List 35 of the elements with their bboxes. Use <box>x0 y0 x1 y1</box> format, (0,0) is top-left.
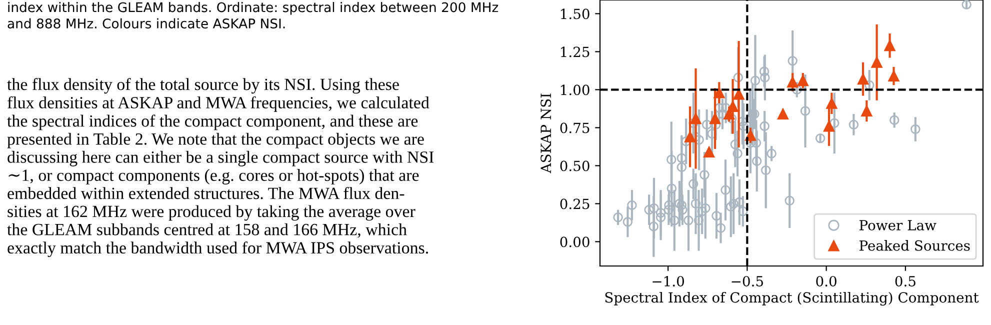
x-tick-label: −0.5 <box>732 276 763 286</box>
point <box>744 130 756 141</box>
y-tick-label: 0.75 <box>560 122 590 134</box>
point <box>727 100 738 112</box>
point <box>823 120 835 132</box>
point <box>703 146 715 158</box>
point <box>733 88 744 100</box>
point <box>888 70 900 82</box>
x-tick-label: 0.5 <box>895 276 916 286</box>
point <box>857 73 869 85</box>
legend-label: Peaked Sources <box>860 240 970 251</box>
point <box>777 108 789 120</box>
point <box>884 40 896 52</box>
x-tick-label: 0.0 <box>816 276 836 286</box>
legend-label: Power Law <box>860 220 936 230</box>
text: index within the GLEAM bands. Ordinate: spectral index between 200 MHz and 888 MHz. Colours indicate ASKAP NSI. <box>8 2 498 28</box>
point <box>710 113 721 124</box>
y-tick-label: 1.00 <box>561 84 590 96</box>
x-tick-label: −1.0 <box>652 276 684 286</box>
point <box>861 105 872 117</box>
point <box>787 76 798 88</box>
point <box>690 113 702 124</box>
y-tick-label: 1.50 <box>561 8 590 20</box>
y-tick-label: 0.25 <box>560 198 590 210</box>
point <box>826 98 838 109</box>
point <box>714 87 725 98</box>
y-axis-title: ASKAP NSI <box>540 94 552 174</box>
x-axis-title: Spectral Index of Compact (Scintillating) Component <box>605 292 979 306</box>
point <box>684 131 696 142</box>
y-tick-label: 0.50 <box>560 160 590 172</box>
y-tick-label: 0.00 <box>560 236 590 248</box>
point <box>871 56 882 68</box>
point <box>797 75 808 86</box>
y-tick-label: 1.25 <box>561 46 590 58</box>
text: the flux density of the total source by its NSI. Using these flux densities at ASKAP and MWA frequencies, we calculated the spectral indices of the compact component, and these are presented in Table 2. We note that the compact objects we are discussing here can either be a single compact source with NSI ∼1, or compact components (e.g. cores or hot-spots) that are embedded within extended structures. The MWA flux den- sities at 162 MHz were produced by taking the average over the GLEAM subbands centred at 158 and 166 MHz, which exactly match the bandwidth used for MWA IPS observations. <box>7 78 434 258</box>
